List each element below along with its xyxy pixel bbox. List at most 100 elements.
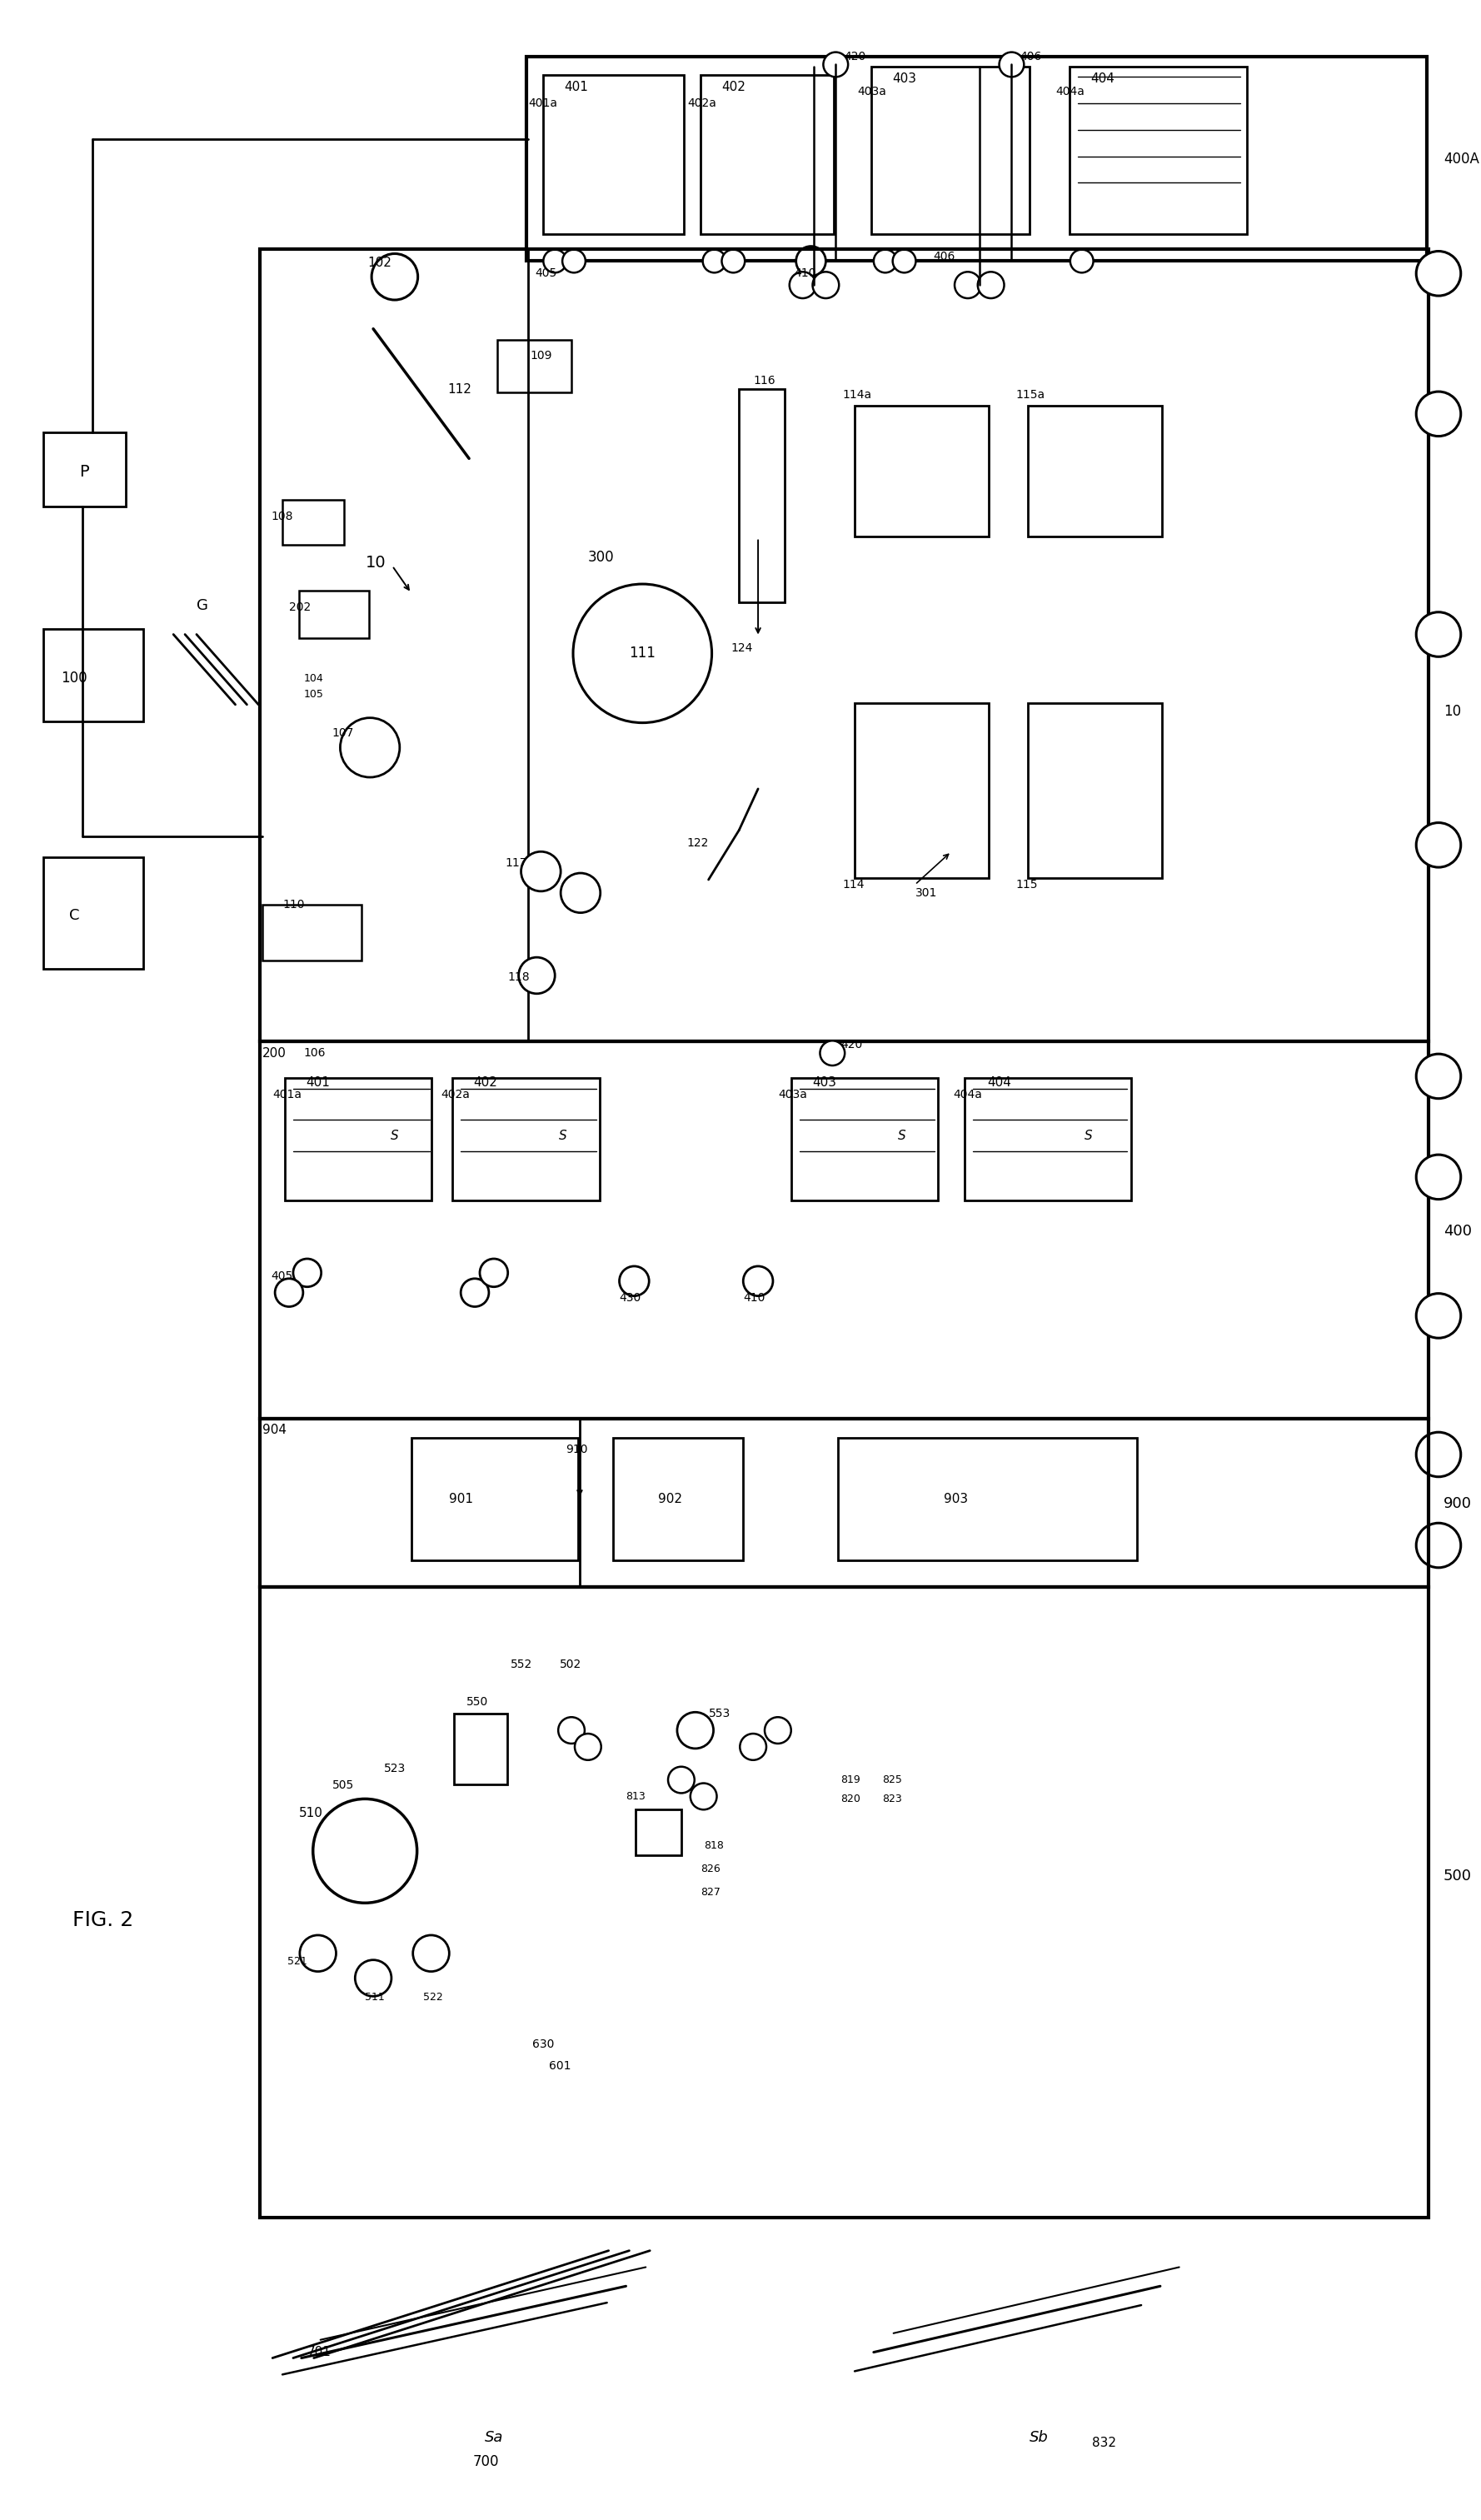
Text: 10: 10 <box>1444 703 1462 718</box>
Circle shape <box>413 1935 449 1971</box>
Bar <box>453 1079 600 1200</box>
Text: 402a: 402a <box>441 1089 469 1101</box>
Text: G: G <box>197 597 209 612</box>
Circle shape <box>372 255 418 300</box>
Text: 502: 502 <box>560 1658 582 1671</box>
Circle shape <box>544 249 567 272</box>
Circle shape <box>1416 252 1460 295</box>
Text: 401a: 401a <box>529 98 558 108</box>
Bar <box>1028 703 1163 877</box>
Text: C: C <box>70 907 80 922</box>
Text: 901: 901 <box>449 1492 472 1504</box>
Text: 401a: 401a <box>273 1089 302 1101</box>
Text: 818: 818 <box>703 1840 723 1852</box>
Circle shape <box>619 1265 649 1295</box>
Text: 420: 420 <box>844 50 866 63</box>
Circle shape <box>275 1278 304 1308</box>
Circle shape <box>703 249 726 272</box>
Text: 510: 510 <box>299 1807 323 1819</box>
Text: Sa: Sa <box>484 2429 504 2444</box>
Circle shape <box>461 1278 489 1308</box>
Text: 401: 401 <box>307 1076 330 1089</box>
Circle shape <box>743 1265 773 1295</box>
Text: 420: 420 <box>841 1038 862 1051</box>
Circle shape <box>341 718 400 776</box>
Circle shape <box>558 1716 585 1744</box>
Text: 826: 826 <box>701 1865 720 1875</box>
Text: 825: 825 <box>881 1774 902 1784</box>
Text: 105: 105 <box>304 690 324 701</box>
Text: 406: 406 <box>933 252 955 262</box>
Text: 832: 832 <box>1091 2437 1115 2449</box>
Text: 107: 107 <box>332 728 354 738</box>
Circle shape <box>1000 53 1023 78</box>
Circle shape <box>521 852 561 892</box>
Text: 402: 402 <box>474 1076 498 1089</box>
Text: 122: 122 <box>687 837 709 849</box>
Circle shape <box>823 53 849 78</box>
Text: 115: 115 <box>1016 879 1038 890</box>
Text: 505: 505 <box>332 1779 354 1792</box>
Text: 813: 813 <box>626 1792 646 1802</box>
Text: 404: 404 <box>988 1076 1012 1089</box>
Text: 550: 550 <box>467 1696 489 1709</box>
Text: S: S <box>391 1129 398 1142</box>
Text: 903: 903 <box>943 1492 969 1504</box>
Text: 404a: 404a <box>952 1089 982 1101</box>
Bar <box>544 76 684 234</box>
Circle shape <box>480 1260 508 1288</box>
Bar <box>261 1041 1429 1419</box>
Text: 118: 118 <box>508 970 530 983</box>
Text: 700: 700 <box>472 2454 499 2470</box>
Bar <box>791 1079 937 1200</box>
Text: 521: 521 <box>287 1956 307 1968</box>
Text: 522: 522 <box>422 1991 443 2003</box>
Circle shape <box>740 1734 766 1759</box>
Circle shape <box>893 249 915 272</box>
Circle shape <box>1416 391 1460 436</box>
Bar <box>284 1079 432 1200</box>
Circle shape <box>721 249 745 272</box>
Circle shape <box>575 1734 601 1759</box>
Bar <box>43 627 144 721</box>
Text: 410: 410 <box>743 1293 766 1303</box>
Text: 111: 111 <box>629 645 656 660</box>
Text: 553: 553 <box>708 1709 730 1719</box>
Circle shape <box>789 272 816 297</box>
Text: 124: 124 <box>730 643 752 655</box>
Circle shape <box>299 1935 336 1971</box>
Text: 819: 819 <box>841 1774 860 1784</box>
Text: 701: 701 <box>307 2346 332 2359</box>
Text: 405: 405 <box>535 267 557 280</box>
Text: 500: 500 <box>1444 1867 1472 1882</box>
Text: 109: 109 <box>530 350 552 363</box>
Bar <box>299 590 369 638</box>
Bar <box>964 1079 1131 1200</box>
Bar <box>838 1439 1137 1560</box>
Text: S: S <box>1084 1129 1093 1142</box>
Circle shape <box>573 585 712 723</box>
Text: 106: 106 <box>304 1048 326 1058</box>
Text: P: P <box>80 464 89 479</box>
Circle shape <box>874 249 897 272</box>
Circle shape <box>1416 1053 1460 1099</box>
Text: 402a: 402a <box>687 98 717 108</box>
Text: Sb: Sb <box>1029 2429 1049 2444</box>
Circle shape <box>764 1716 791 1744</box>
Bar <box>1069 68 1247 234</box>
Circle shape <box>312 1799 418 1903</box>
Text: 601: 601 <box>549 2059 572 2071</box>
Text: 410: 410 <box>794 267 816 280</box>
Bar <box>261 249 529 1041</box>
Bar <box>498 340 572 393</box>
Text: 400: 400 <box>1444 1225 1472 1240</box>
Bar <box>43 857 144 968</box>
Bar <box>262 905 361 960</box>
Circle shape <box>690 1784 717 1809</box>
Text: FIG. 2: FIG. 2 <box>73 1910 133 1930</box>
Bar <box>701 76 834 234</box>
Bar <box>855 703 988 877</box>
Bar <box>283 499 345 544</box>
Bar <box>261 1588 1429 2218</box>
Text: 406: 406 <box>1020 50 1041 63</box>
